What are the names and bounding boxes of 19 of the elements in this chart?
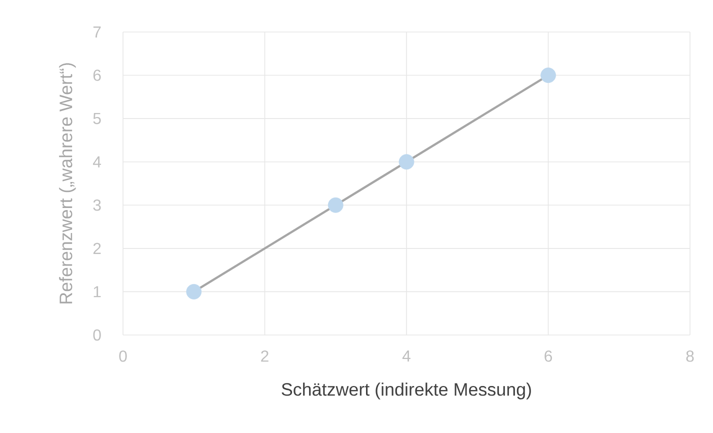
y-tick-label: 1 [94,286,101,298]
x-axis-title: Schätzwert (indirekte Messung) [282,382,531,400]
point [540,68,556,83]
x-tick-label: 8 [686,350,694,362]
point [328,197,344,213]
x-tick-label: 4 [402,350,410,362]
y-tick-label: 3 [93,199,101,211]
x-tick-label: 0 [119,350,127,362]
y-tick-label: 4 [92,156,102,168]
y-axis-title: Referenzwert („wahrere Wert“) [59,63,76,304]
point [186,284,202,300]
x-tick-label: 2 [261,350,268,362]
x-tick-label: 6 [544,350,552,362]
y-tick-label: 7 [93,26,101,38]
y-tick-label: 2 [93,242,101,254]
y-tick-label: 5 [93,112,101,124]
y-tick-label: 0 [93,329,101,341]
point [398,154,414,170]
y-tick-label: 6 [93,70,101,81]
